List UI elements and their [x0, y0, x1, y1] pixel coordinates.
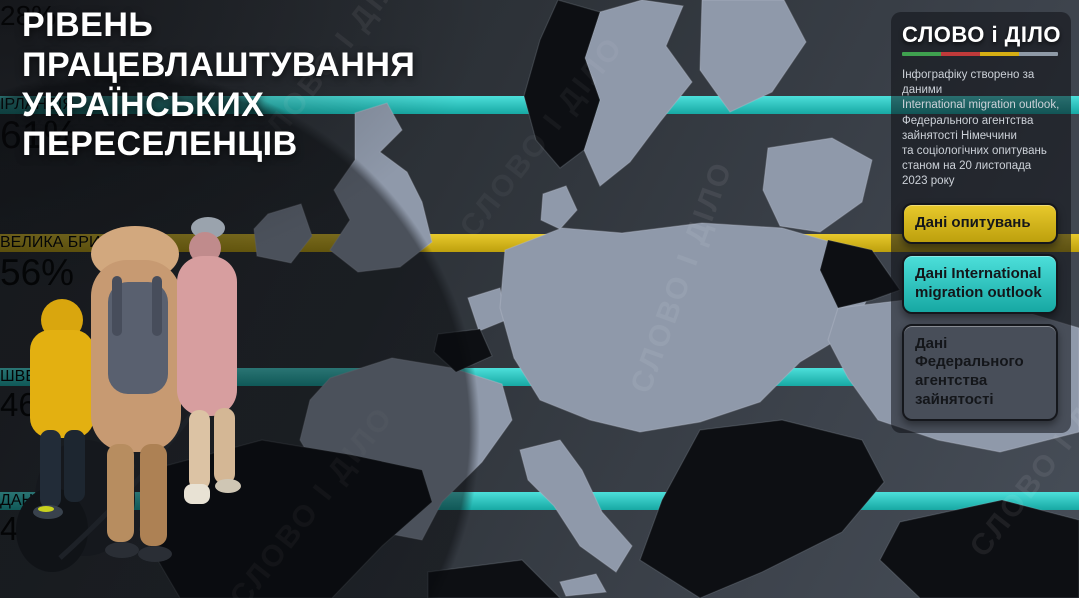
info-panel: СЛОВО і ДІЛО Інфографіку створено за дан…: [891, 12, 1071, 433]
source-note: Інфографіку створено за даними Internati…: [902, 69, 1060, 188]
legend-item-imo: Дані International migration outlook: [902, 254, 1058, 314]
colorbar-yellow: [980, 52, 1019, 56]
legend-item-survey: Дані опитувань: [902, 203, 1058, 245]
page-title: РІВЕНЬ ПРАЦЕВЛАШТУВАННЯ УКРАЇНСЬКИХ ПЕРЕ…: [22, 6, 416, 164]
legend-item-federal: Дані Федерального агентства зайнятості: [902, 323, 1058, 421]
colorbar-green: [902, 52, 941, 56]
refugees-photo: [16, 217, 241, 572]
colorbar-gray: [1019, 52, 1058, 56]
legend: Дані опитувань Дані International migrati…: [902, 203, 1060, 421]
logo-colorbar: [902, 52, 1058, 56]
colorbar-red: [941, 52, 980, 56]
slovo-i-dilo-logo: СЛОВО і ДІЛО: [902, 22, 1062, 47]
